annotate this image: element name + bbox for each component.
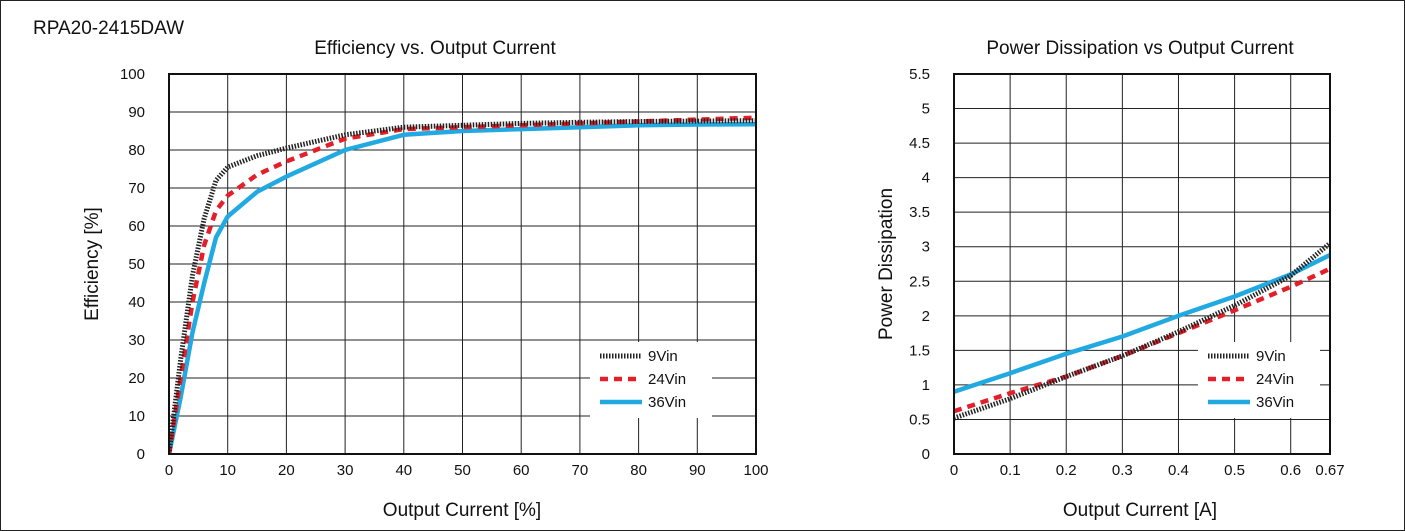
y-tick-label: 10 — [128, 408, 145, 425]
x-tick-label: 90 — [689, 462, 706, 479]
plot-frame — [953, 73, 1331, 455]
y-tick-label: 4 — [922, 170, 930, 187]
series-line-36vin — [169, 121, 756, 454]
series-line-9vin — [169, 118, 756, 454]
x-tick-label: 10 — [219, 462, 236, 479]
model-label: RPA20-2415DAW — [33, 18, 185, 39]
y-tick-label: 60 — [128, 218, 145, 235]
y-tick-label: 100 — [120, 66, 145, 83]
y-tick-label: 5 — [922, 101, 930, 118]
x-tick-label: 20 — [278, 462, 295, 479]
x-tick-label: 0.4 — [1168, 462, 1189, 479]
x-tick-label: 70 — [572, 462, 589, 479]
x-tick-label: 0.6 — [1280, 462, 1301, 479]
plot-frame — [168, 73, 757, 455]
y-tick-label: 50 — [128, 256, 145, 273]
y-tick-label: 0 — [922, 446, 930, 463]
legend-label: 36Vin — [648, 394, 686, 411]
y-tick-label: 1.5 — [909, 342, 930, 359]
y-tick-label: 20 — [128, 370, 145, 387]
x-tick-label: 0.67 — [1315, 462, 1344, 479]
chart-title: Efficiency vs. Output Current — [314, 38, 556, 59]
legend-label: 9Vin — [1256, 348, 1286, 365]
y-tick-label: 1 — [922, 377, 930, 394]
x-axis-label: Output Current [%] — [383, 500, 541, 521]
x-tick-label: 0.2 — [1056, 462, 1077, 479]
legend-label: 36Vin — [1256, 394, 1294, 411]
x-tick-label: 0.3 — [1112, 462, 1133, 479]
y-tick-label: 3.5 — [909, 204, 930, 221]
x-tick-label: 60 — [513, 462, 530, 479]
y-tick-label: 2 — [922, 308, 930, 325]
y-tick-label: 4.5 — [909, 135, 930, 152]
x-tick-label: 80 — [630, 462, 647, 479]
x-axis-label: Output Current [A] — [1063, 500, 1217, 521]
legend-label: 24Vin — [648, 371, 686, 388]
y-tick-label: 30 — [128, 332, 145, 349]
y-tick-label: 3 — [922, 239, 930, 256]
y-axis-label: Power Dissipation — [876, 188, 897, 340]
x-tick-label: 0 — [165, 462, 173, 479]
x-tick-label: 30 — [337, 462, 354, 479]
series-line-9vin — [954, 241, 1330, 421]
y-tick-label: 40 — [128, 294, 145, 311]
series-line-36vin — [954, 252, 1330, 394]
x-tick-label: 40 — [395, 462, 412, 479]
y-tick-label: 0 — [137, 446, 145, 463]
y-axis-label: Efficiency [%] — [82, 207, 103, 321]
legend-label: 24Vin — [1256, 371, 1294, 388]
y-tick-label: 2.5 — [909, 273, 930, 290]
x-tick-label: 0 — [950, 462, 958, 479]
y-tick-label: 80 — [128, 142, 145, 159]
x-tick-label: 0.5 — [1224, 462, 1245, 479]
y-tick-label: 90 — [128, 104, 145, 121]
x-tick-label: 100 — [743, 462, 768, 479]
y-tick-label: 70 — [128, 180, 145, 197]
x-tick-label: 0.1 — [1000, 462, 1021, 479]
chart-title: Power Dissipation vs Output Current — [986, 38, 1294, 59]
x-tick-label: 50 — [454, 462, 471, 479]
y-tick-label: 5.5 — [909, 66, 930, 83]
y-tick-label: 0.5 — [909, 411, 930, 428]
legend-label: 9Vin — [648, 348, 678, 365]
series-line-24vin — [169, 115, 756, 454]
